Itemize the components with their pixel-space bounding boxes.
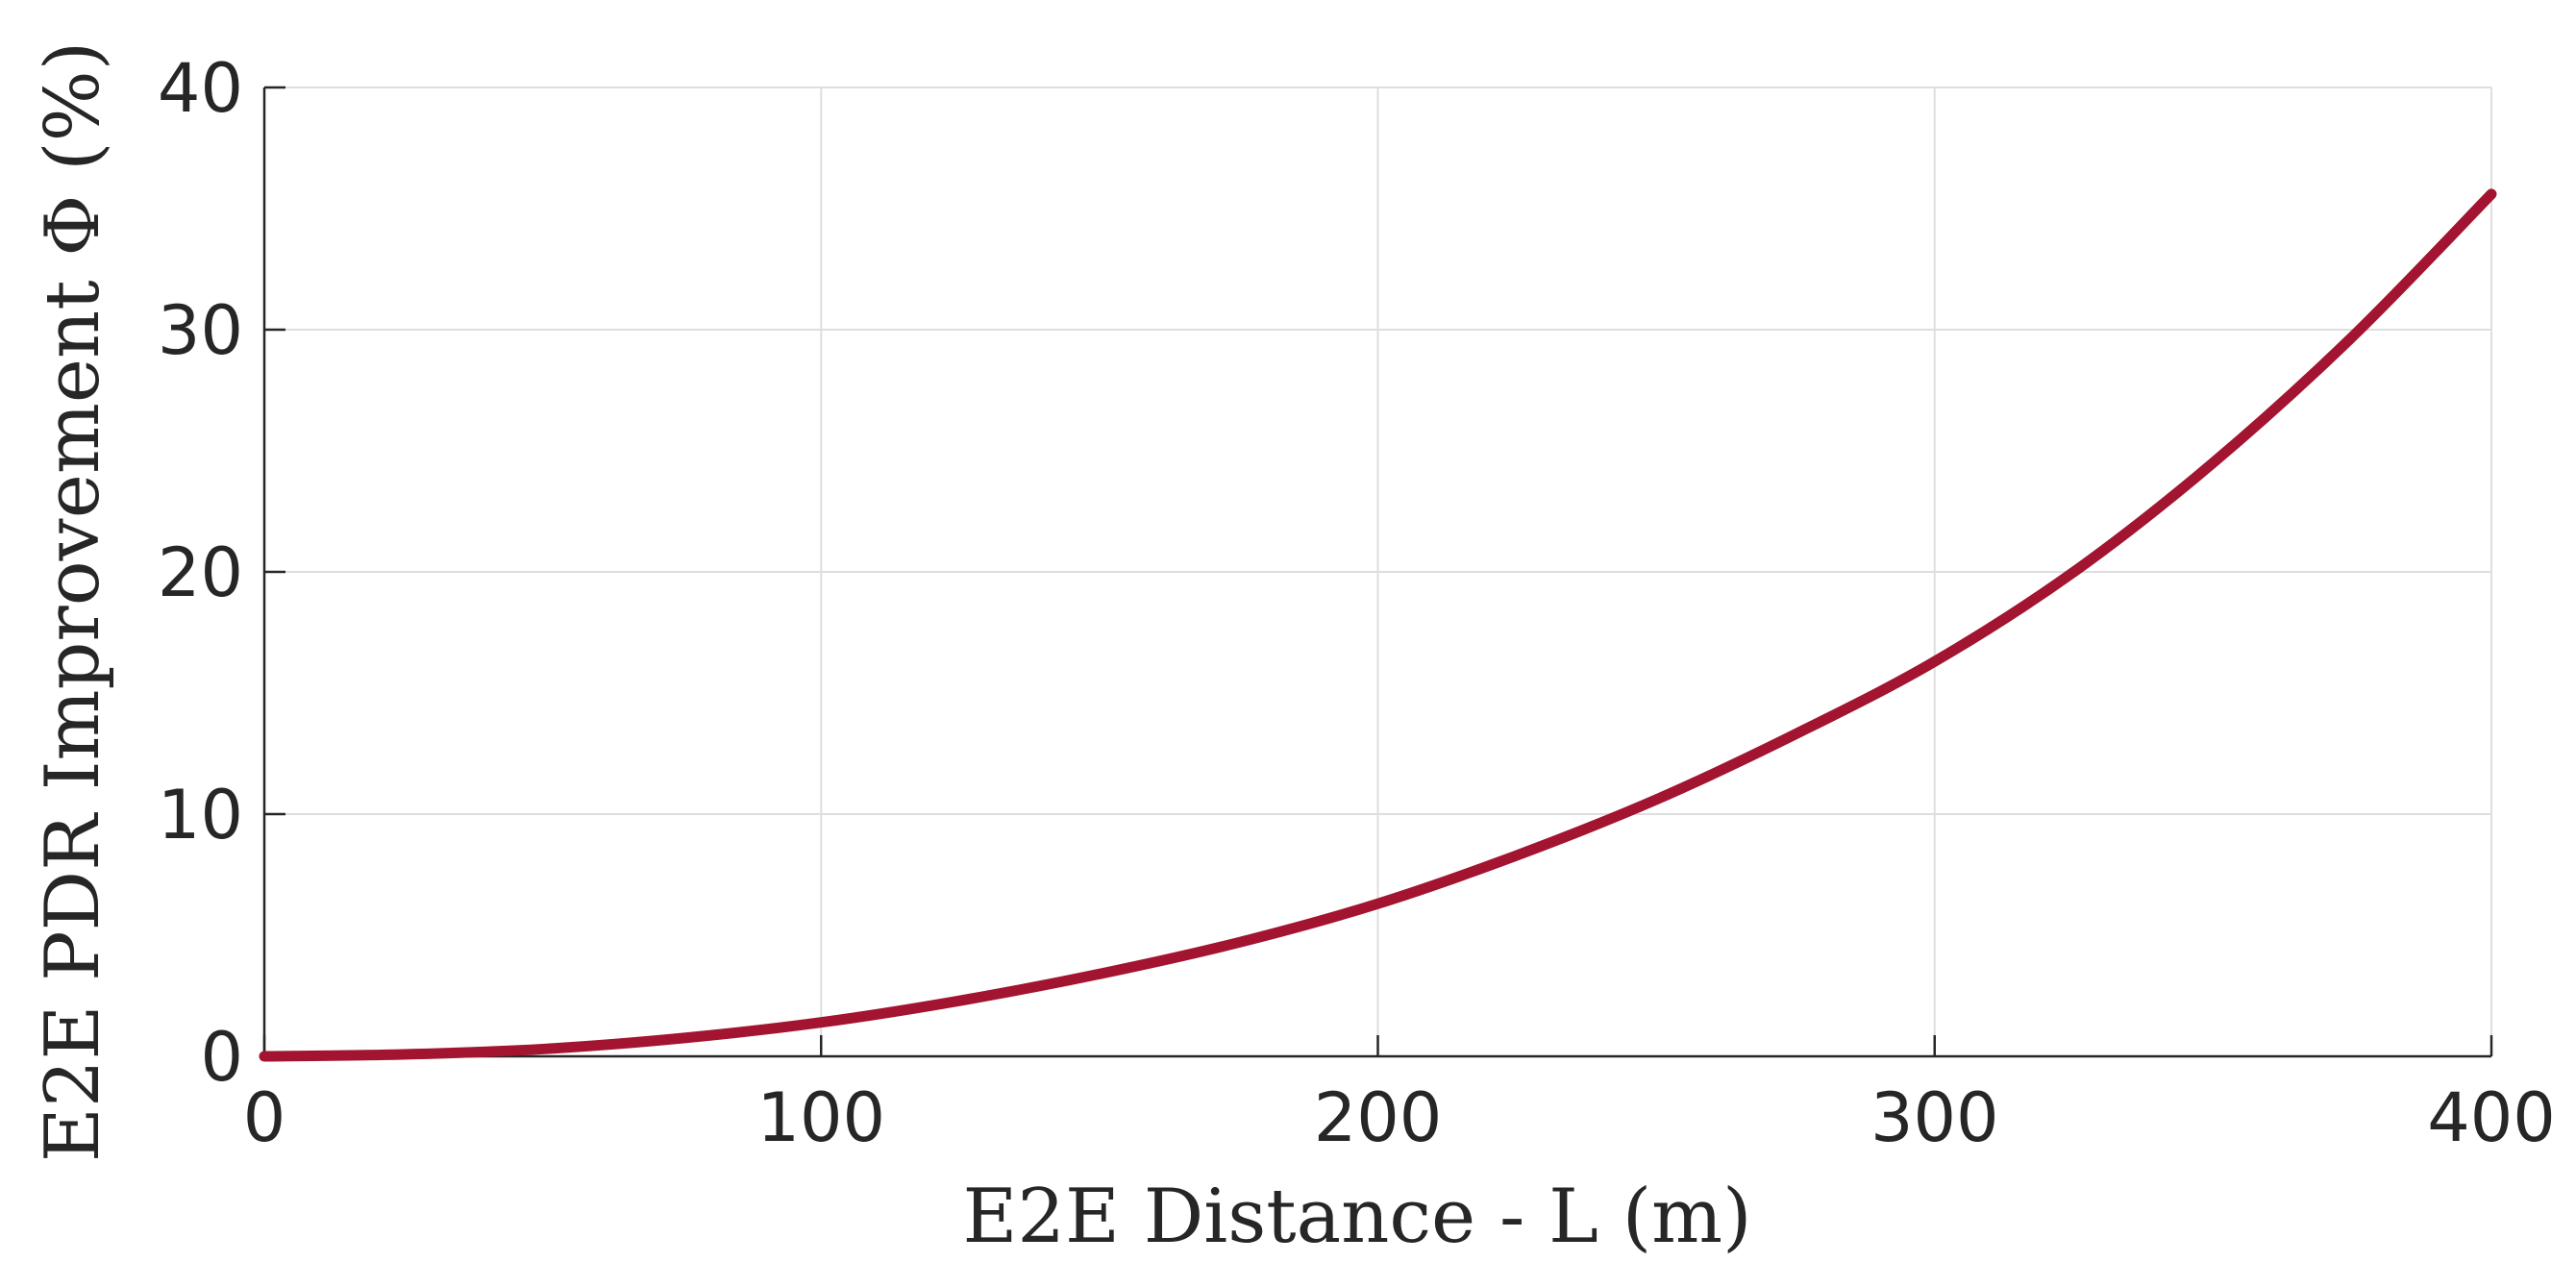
tick-labels: 0 100 200 300 400 0 10 20 30 40 (158, 49, 2556, 1157)
x-axis-label: E2E Distance - L (m) (962, 1174, 1751, 1260)
x-tick-label: 300 (1870, 1078, 1999, 1157)
series-line (259, 188, 2497, 1062)
x-tick-label: 100 (756, 1078, 885, 1157)
y-tick-label: 20 (158, 533, 243, 612)
grid-lines (264, 87, 2492, 1056)
y-tick-label: 0 (200, 1018, 243, 1097)
x-tick-label: 200 (1314, 1078, 1443, 1157)
x-tick-label: 400 (2427, 1078, 2556, 1157)
y-axis-label: E2E PDR Improvement Φ (%) (30, 41, 116, 1162)
x-tick-label: 0 (243, 1078, 286, 1157)
y-tick-label: 40 (158, 49, 243, 128)
y-tick-label: 30 (158, 291, 243, 370)
series-layer (259, 188, 2497, 1062)
y-tick-label: 10 (158, 776, 243, 854)
